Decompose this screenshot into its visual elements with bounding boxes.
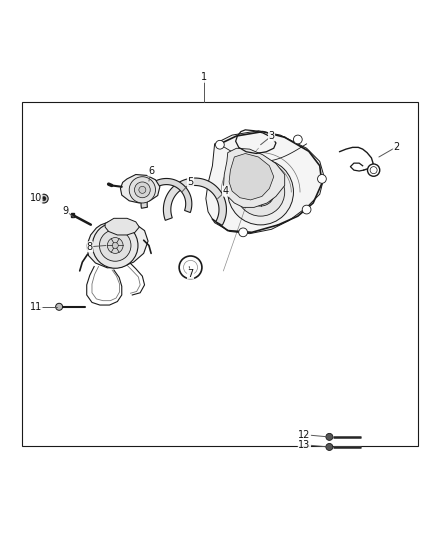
Text: 13: 13 bbox=[298, 440, 311, 450]
Circle shape bbox=[326, 433, 333, 440]
Polygon shape bbox=[229, 154, 274, 200]
Text: 7: 7 bbox=[187, 269, 194, 279]
Circle shape bbox=[247, 178, 275, 206]
Text: 4: 4 bbox=[223, 186, 229, 196]
Text: 10: 10 bbox=[30, 193, 42, 203]
Text: 5: 5 bbox=[187, 177, 194, 188]
Text: 6: 6 bbox=[148, 166, 154, 176]
Circle shape bbox=[239, 228, 247, 237]
Bar bbox=[22, 102, 418, 446]
Circle shape bbox=[99, 230, 131, 261]
Circle shape bbox=[215, 140, 224, 149]
Polygon shape bbox=[206, 131, 324, 233]
Circle shape bbox=[370, 167, 377, 174]
Circle shape bbox=[228, 159, 293, 225]
Circle shape bbox=[254, 186, 267, 198]
Circle shape bbox=[42, 197, 46, 201]
Circle shape bbox=[326, 443, 333, 450]
Circle shape bbox=[318, 174, 326, 183]
Polygon shape bbox=[120, 174, 160, 203]
Polygon shape bbox=[141, 179, 192, 213]
Circle shape bbox=[112, 243, 118, 248]
Circle shape bbox=[293, 135, 302, 144]
Text: 11: 11 bbox=[30, 302, 42, 312]
Circle shape bbox=[139, 187, 146, 193]
Polygon shape bbox=[87, 219, 148, 268]
Circle shape bbox=[39, 194, 48, 203]
Circle shape bbox=[179, 256, 202, 279]
Circle shape bbox=[184, 260, 198, 274]
Polygon shape bbox=[223, 148, 285, 207]
Circle shape bbox=[237, 168, 285, 216]
Polygon shape bbox=[163, 178, 226, 225]
Circle shape bbox=[129, 177, 155, 203]
Text: 9: 9 bbox=[63, 206, 69, 216]
Circle shape bbox=[302, 205, 311, 214]
Text: 3: 3 bbox=[268, 131, 275, 141]
Circle shape bbox=[56, 303, 63, 310]
Text: 8: 8 bbox=[87, 242, 93, 252]
Polygon shape bbox=[105, 219, 139, 235]
Circle shape bbox=[107, 238, 123, 253]
Circle shape bbox=[134, 182, 150, 198]
Text: 12: 12 bbox=[298, 430, 311, 440]
Circle shape bbox=[367, 164, 380, 176]
Bar bbox=[71, 213, 74, 216]
Text: 2: 2 bbox=[393, 142, 399, 152]
Circle shape bbox=[92, 223, 138, 268]
Text: 1: 1 bbox=[201, 72, 207, 82]
